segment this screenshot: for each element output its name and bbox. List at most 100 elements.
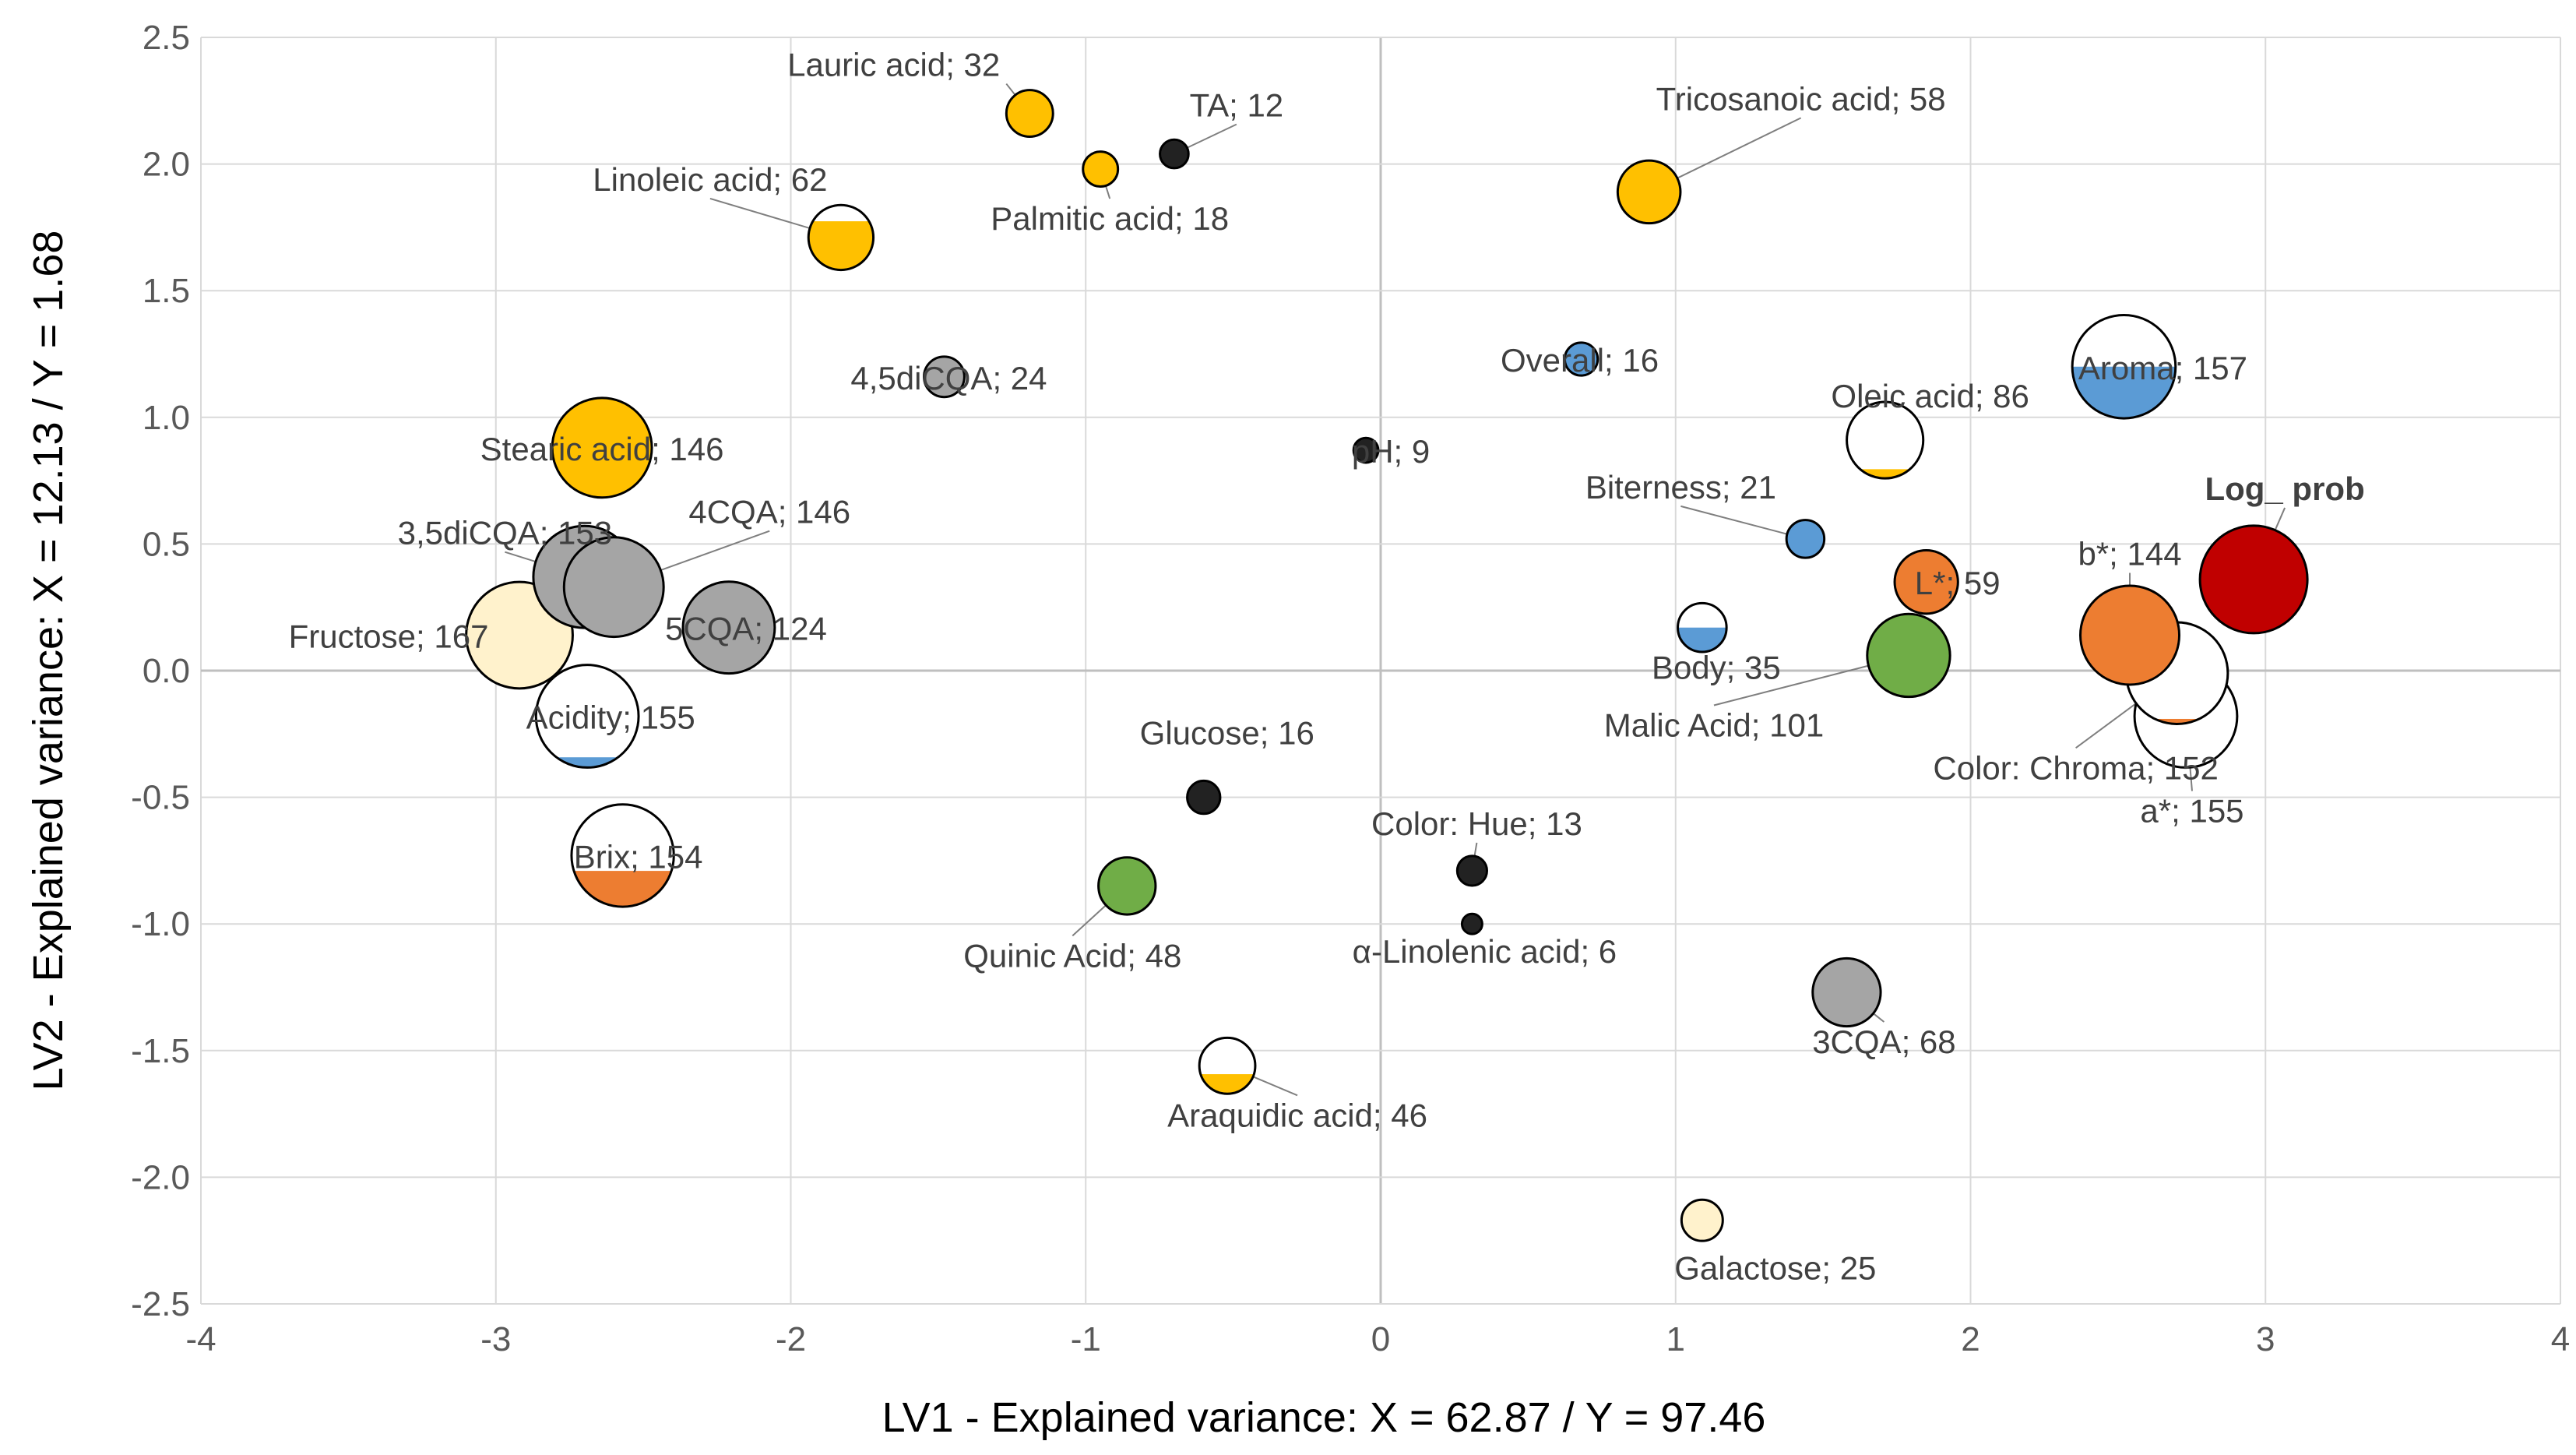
bubble-fill <box>924 356 965 397</box>
bubble-point <box>1460 912 1483 935</box>
bubble-partial-fill <box>536 757 639 768</box>
bubble-outline <box>2198 524 2309 635</box>
bubble-point <box>1455 854 1488 887</box>
point-label-layer: Lauric acid; 32 TA; 12 Palmitic acid; 18 Tr… <box>289 47 2365 1287</box>
bubble-fill <box>1895 550 1958 614</box>
bubble-outline <box>1198 1036 1257 1095</box>
bubble-fill <box>1564 342 1598 376</box>
bubble-fill <box>2200 525 2308 633</box>
point-label: α-Linolenic acid; 6 <box>1353 933 1617 970</box>
y-tick-label: -2.5 <box>131 1285 190 1323</box>
bubble-point <box>1785 519 1826 559</box>
bubble-point <box>923 355 966 399</box>
bubble-outline <box>1866 612 1951 699</box>
point-label: Araquidic acid; 46 <box>1167 1097 1427 1133</box>
bubble-background <box>536 664 639 768</box>
x-axis-title: LV1 - Explained variance: X = 62.87 / Y … <box>882 1394 1766 1441</box>
point-label: Overall; 16 <box>1501 342 1659 379</box>
bubble-point <box>1616 159 1682 225</box>
bubble-point <box>1005 89 1054 138</box>
point-label: Color: Hue; 13 <box>1371 805 1582 842</box>
bubble-point <box>1893 549 1959 615</box>
point-label: Oleic acid; 86 <box>1831 378 2029 414</box>
point-label: 3,5diCQA; 153 <box>398 515 613 551</box>
bubble-point <box>1097 856 1157 916</box>
bubble-outline <box>562 536 665 639</box>
point-label: Malic Acid; 101 <box>1604 706 1824 743</box>
tick-label-layer: -4 -3 -2 -1 0 1 2 3 4 2.5 2.0 1.5 1.0 0.5 0.0 -0.5 -1.0 -… <box>131 19 2570 1358</box>
bubble-point <box>1198 1036 1257 1095</box>
bubble-point <box>1677 601 1728 654</box>
point-label: Fructose; 167 <box>289 618 489 654</box>
point-label: 4,5diCQA; 24 <box>850 360 1047 396</box>
bubble-outline <box>1677 601 1728 654</box>
bubble-point <box>807 203 875 272</box>
bubble-point <box>1186 779 1222 816</box>
y-tick-label: 0.0 <box>143 652 190 690</box>
bubble-layer <box>465 89 2309 1242</box>
y-tick-label: -1.5 <box>131 1032 190 1070</box>
bubble-fill <box>1457 855 1487 886</box>
bubble-outline <box>465 580 574 690</box>
point-label: Galactose; 25 <box>1674 1250 1876 1287</box>
point-label: 4CQA; 146 <box>688 494 850 530</box>
bubble-fill <box>1098 857 1156 915</box>
grid-layer <box>200 37 2561 1305</box>
bubble-point <box>1680 1198 1724 1242</box>
bubble-point <box>681 580 776 675</box>
bubble-partial-fill <box>2126 718 2228 724</box>
x-tick-label: -3 <box>480 1320 511 1358</box>
bubble-outline <box>1186 779 1222 816</box>
bubble-outline <box>1097 856 1157 916</box>
point-label: Lauric acid; 32 <box>787 47 1000 83</box>
y-tick-label: 2.5 <box>143 19 190 57</box>
y-axis-title: LV2 - Explained variance: X = 12.13 / Y … <box>25 231 72 1091</box>
bubble-outline <box>1811 956 1882 1028</box>
bubble-outline <box>2071 313 2177 420</box>
bubble-fill <box>1786 520 1825 558</box>
y-tick-label: -1.0 <box>131 905 190 943</box>
point-label: Linoleic acid; 62 <box>593 161 827 198</box>
x-tick-label: -1 <box>1071 1320 1101 1358</box>
bubble-outline <box>1352 436 1380 464</box>
x-tick-label: 1 <box>1666 1320 1685 1358</box>
point-label: L*; 59 <box>1915 565 2001 601</box>
bubble-outline <box>570 803 675 908</box>
y-tick-label: -2.0 <box>131 1158 190 1196</box>
bubble-partial-fill <box>571 871 674 907</box>
bubble-outline <box>551 396 653 499</box>
bubble-point <box>1846 400 1925 480</box>
bubble-point <box>1563 341 1599 377</box>
bubble-outline <box>1159 138 1190 170</box>
bubble-outline <box>1785 519 1826 559</box>
bubble-point <box>1352 436 1380 464</box>
bubble-fill <box>552 397 653 498</box>
bubble-fill <box>1681 1200 1723 1242</box>
bubble-point <box>1811 956 1882 1028</box>
bubble-outline <box>1563 341 1599 377</box>
point-label: Body; 35 <box>1652 650 1781 686</box>
bubble-outline <box>2079 584 2181 686</box>
point-label: Aroma; 157 <box>2078 350 2247 386</box>
point-label: Glucose; 16 <box>1140 715 1314 752</box>
bubble-fill <box>1187 780 1220 814</box>
bubble-outline <box>1893 549 1959 615</box>
y-tick-label: 0.5 <box>143 525 190 563</box>
x-tick-label: 2 <box>1961 1320 1980 1358</box>
bubble-outline <box>1680 1198 1724 1242</box>
point-label: Log_ prob <box>2205 470 2364 507</box>
bubble-point <box>551 396 653 499</box>
point-label: Palmitic acid; 18 <box>991 200 1229 237</box>
y-tick-label: 1.0 <box>143 399 190 437</box>
point-label: pH; 9 <box>1352 433 1430 470</box>
bubble-outline <box>1005 89 1054 138</box>
bubble-point <box>1159 138 1190 170</box>
bubble-background <box>1846 401 1923 479</box>
x-tick-label: -4 <box>185 1320 216 1358</box>
point-label: Quinic Acid; 48 <box>963 937 1181 974</box>
bubble-fill <box>1462 914 1483 935</box>
bubble-fill <box>2080 585 2180 685</box>
bubble-outline <box>1082 150 1120 188</box>
